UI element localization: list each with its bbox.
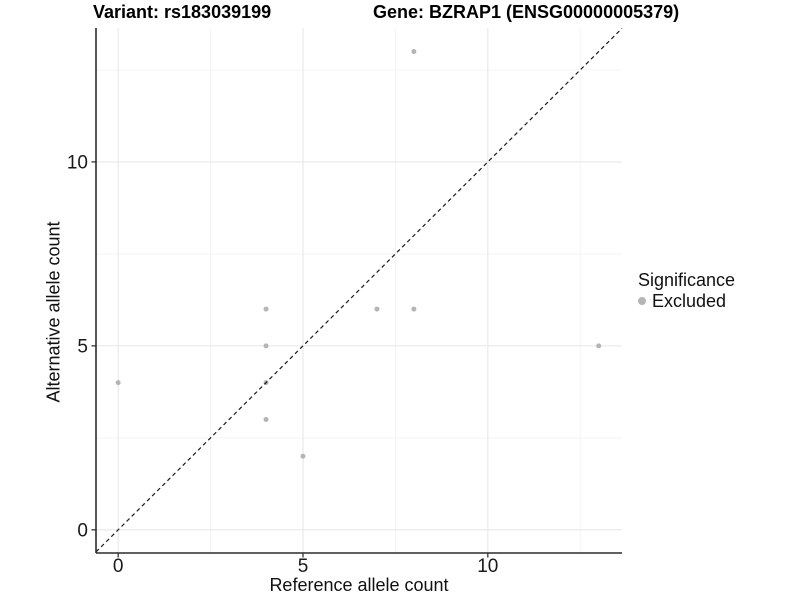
data-point bbox=[596, 343, 602, 349]
legend-point-icon bbox=[638, 297, 646, 305]
x-axis-title: Reference allele count bbox=[269, 575, 449, 595]
data-point bbox=[411, 49, 417, 55]
data-point bbox=[374, 306, 380, 312]
legend-item-label: Excluded bbox=[652, 291, 727, 311]
data-point bbox=[115, 380, 121, 386]
plot-title-variant: Variant: rs183039199 bbox=[93, 2, 272, 22]
x-tick-label: 5 bbox=[298, 556, 309, 577]
data-point bbox=[263, 306, 269, 312]
legend-item-excluded: Excluded bbox=[638, 291, 735, 311]
data-point bbox=[300, 453, 306, 459]
x-tick-label: 10 bbox=[477, 556, 498, 577]
legend: Significance Excluded bbox=[638, 270, 735, 311]
legend-title: Significance bbox=[638, 270, 736, 290]
identity-line bbox=[95, 27, 623, 553]
data-point bbox=[263, 416, 269, 422]
y-tick-label: 0 bbox=[77, 520, 88, 541]
plot-title-gene: Gene: BZRAP1 (ENSG00000005379) bbox=[373, 2, 680, 22]
y-tick-label: 5 bbox=[77, 336, 88, 357]
data-point bbox=[411, 306, 417, 312]
data-point bbox=[263, 343, 269, 349]
x-tick-label: 0 bbox=[113, 556, 124, 577]
y-tick-label: 10 bbox=[67, 152, 88, 173]
y-axis-title: Alternative allele count bbox=[43, 221, 64, 403]
